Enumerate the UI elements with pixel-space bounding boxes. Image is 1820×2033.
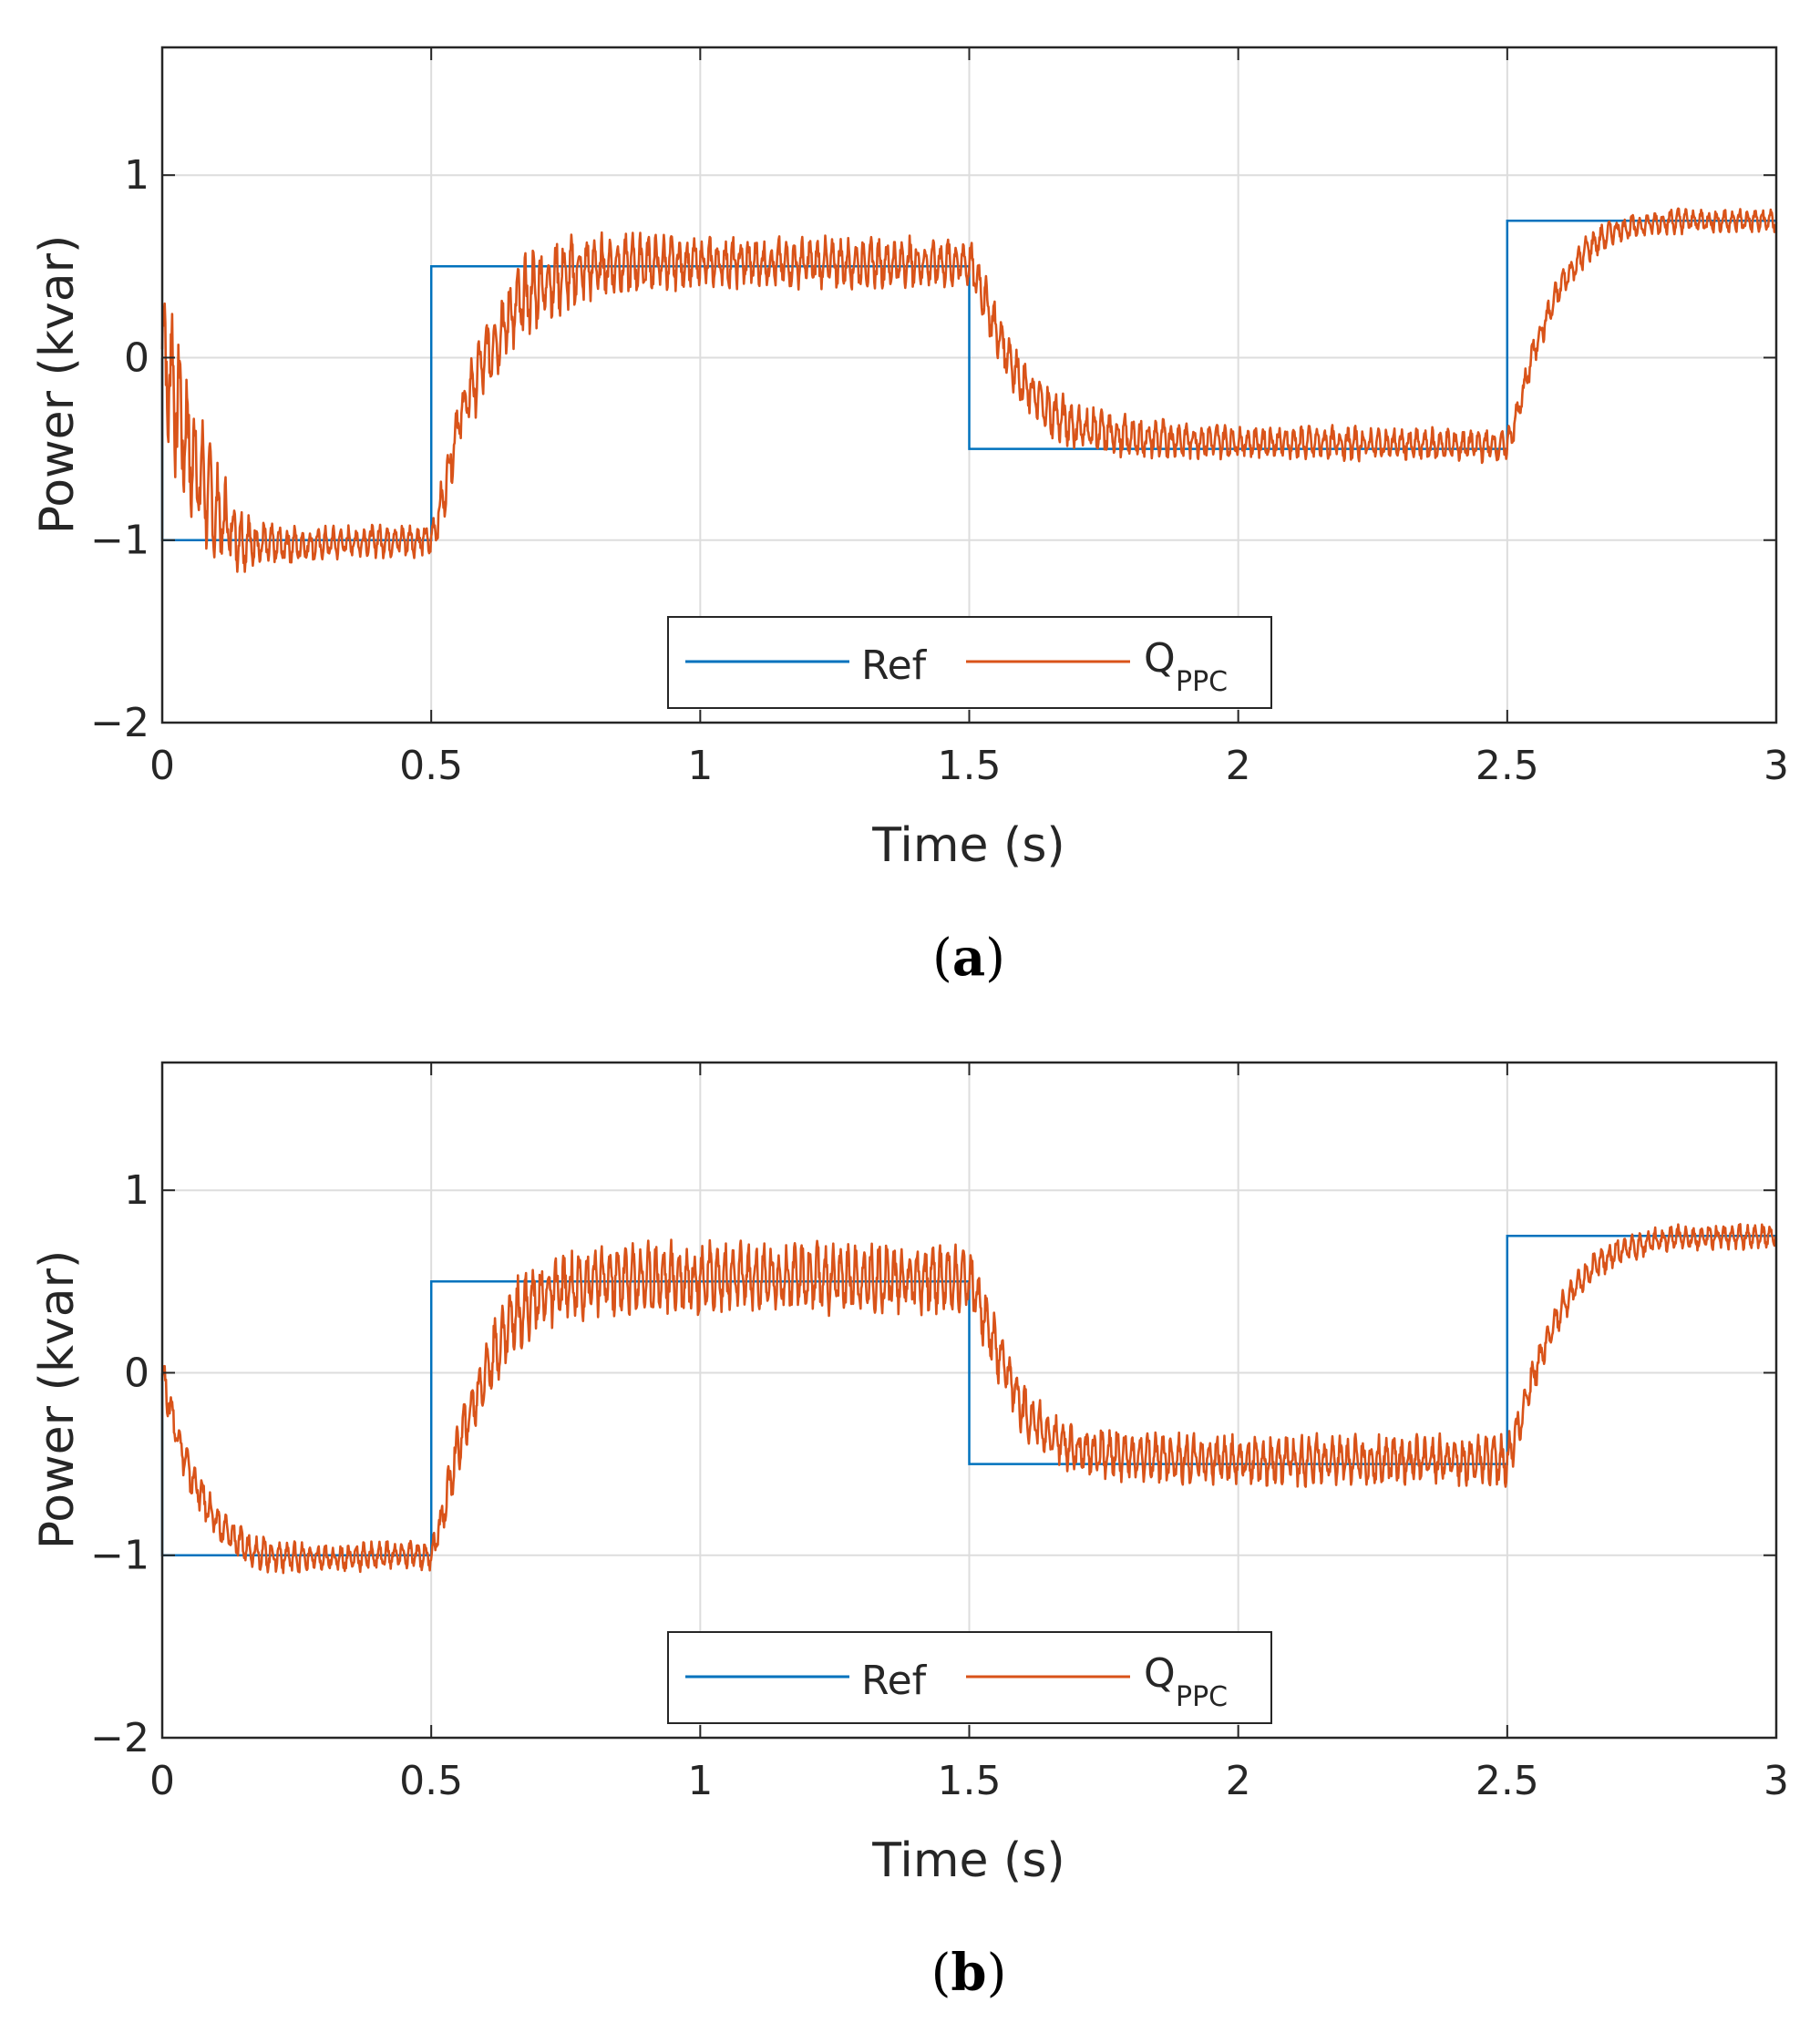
y-tick-label: 0 [124,334,149,381]
x-tick-label: 1.5 [938,743,1002,789]
x-tick-label: 1.5 [938,1758,1002,1804]
chart-panel-a: 0 0.5 1 1.5 2 2.5 3 −2 −1 0 1 Time (s) Power (kvar… [30,46,1789,988]
axis-ticks: 0 0.5 1 1.5 2 2.5 3 −2 −1 0 1 [90,1063,1789,1804]
caption-letter: a [952,928,985,988]
x-tick-label: 2 [1226,1758,1251,1804]
panel-caption: (b) [931,1943,1007,2003]
x-tick-label: 2.5 [1476,1758,1539,1804]
y-tick-label: −2 [90,700,149,746]
caption-close: ) [987,1944,1007,2003]
x-tick-label: 0.5 [399,1758,463,1804]
legend-q-label: Q [1144,1650,1176,1697]
series-qppc-line [160,1223,1778,1575]
x-tick-label: 0 [149,743,175,789]
legend-q-label: Q [1144,635,1176,682]
legend: Ref Q PPC [667,616,1272,709]
legend: Ref Q PPC [667,1631,1272,1724]
y-tick-label: 1 [124,1167,149,1214]
y-tick-label: 0 [124,1350,149,1396]
y-tick-label: 1 [124,152,149,199]
x-tick-label: 2 [1226,743,1251,789]
legend-q-subscript: PPC [1176,666,1228,698]
x-tick-label: 3 [1763,743,1789,789]
legend-ref-label: Ref [861,642,928,689]
x-tick-label: 2.5 [1476,743,1539,789]
y-tick-label: −1 [90,1533,149,1579]
caption-open: ( [932,929,952,988]
x-axis-label: Time (s) [871,1833,1064,1888]
y-tick-label: −1 [90,518,149,564]
x-tick-label: 1 [687,1758,713,1804]
chart-panel-b: 0 0.5 1 1.5 2 2.5 3 −2 −1 0 1 Time (s) Power (kvar… [30,1061,1789,2003]
caption-letter: b [951,1943,986,2003]
x-axis-label: Time (s) [871,818,1064,873]
axis-ticks: 0 0.5 1 1.5 2 2.5 3 −2 −1 0 1 [90,47,1789,789]
x-tick-label: 0 [149,1758,175,1804]
x-tick-label: 1 [687,743,713,789]
legend-ref-label: Ref [861,1658,928,1704]
panel-caption: (a) [932,928,1005,988]
x-tick-label: 0.5 [399,743,463,789]
y-tick-label: −2 [90,1715,149,1761]
caption-close: ) [985,929,1005,988]
plot-lines [160,1223,1778,1575]
plot-lines [160,207,1778,573]
y-axis-label: Power (kvar) [30,1250,85,1549]
caption-open: ( [931,1944,951,2003]
legend-q-subscript: PPC [1176,1681,1228,1713]
y-axis-label: Power (kvar) [30,235,85,534]
x-tick-label: 3 [1763,1758,1789,1804]
series-qppc-line [160,207,1778,573]
